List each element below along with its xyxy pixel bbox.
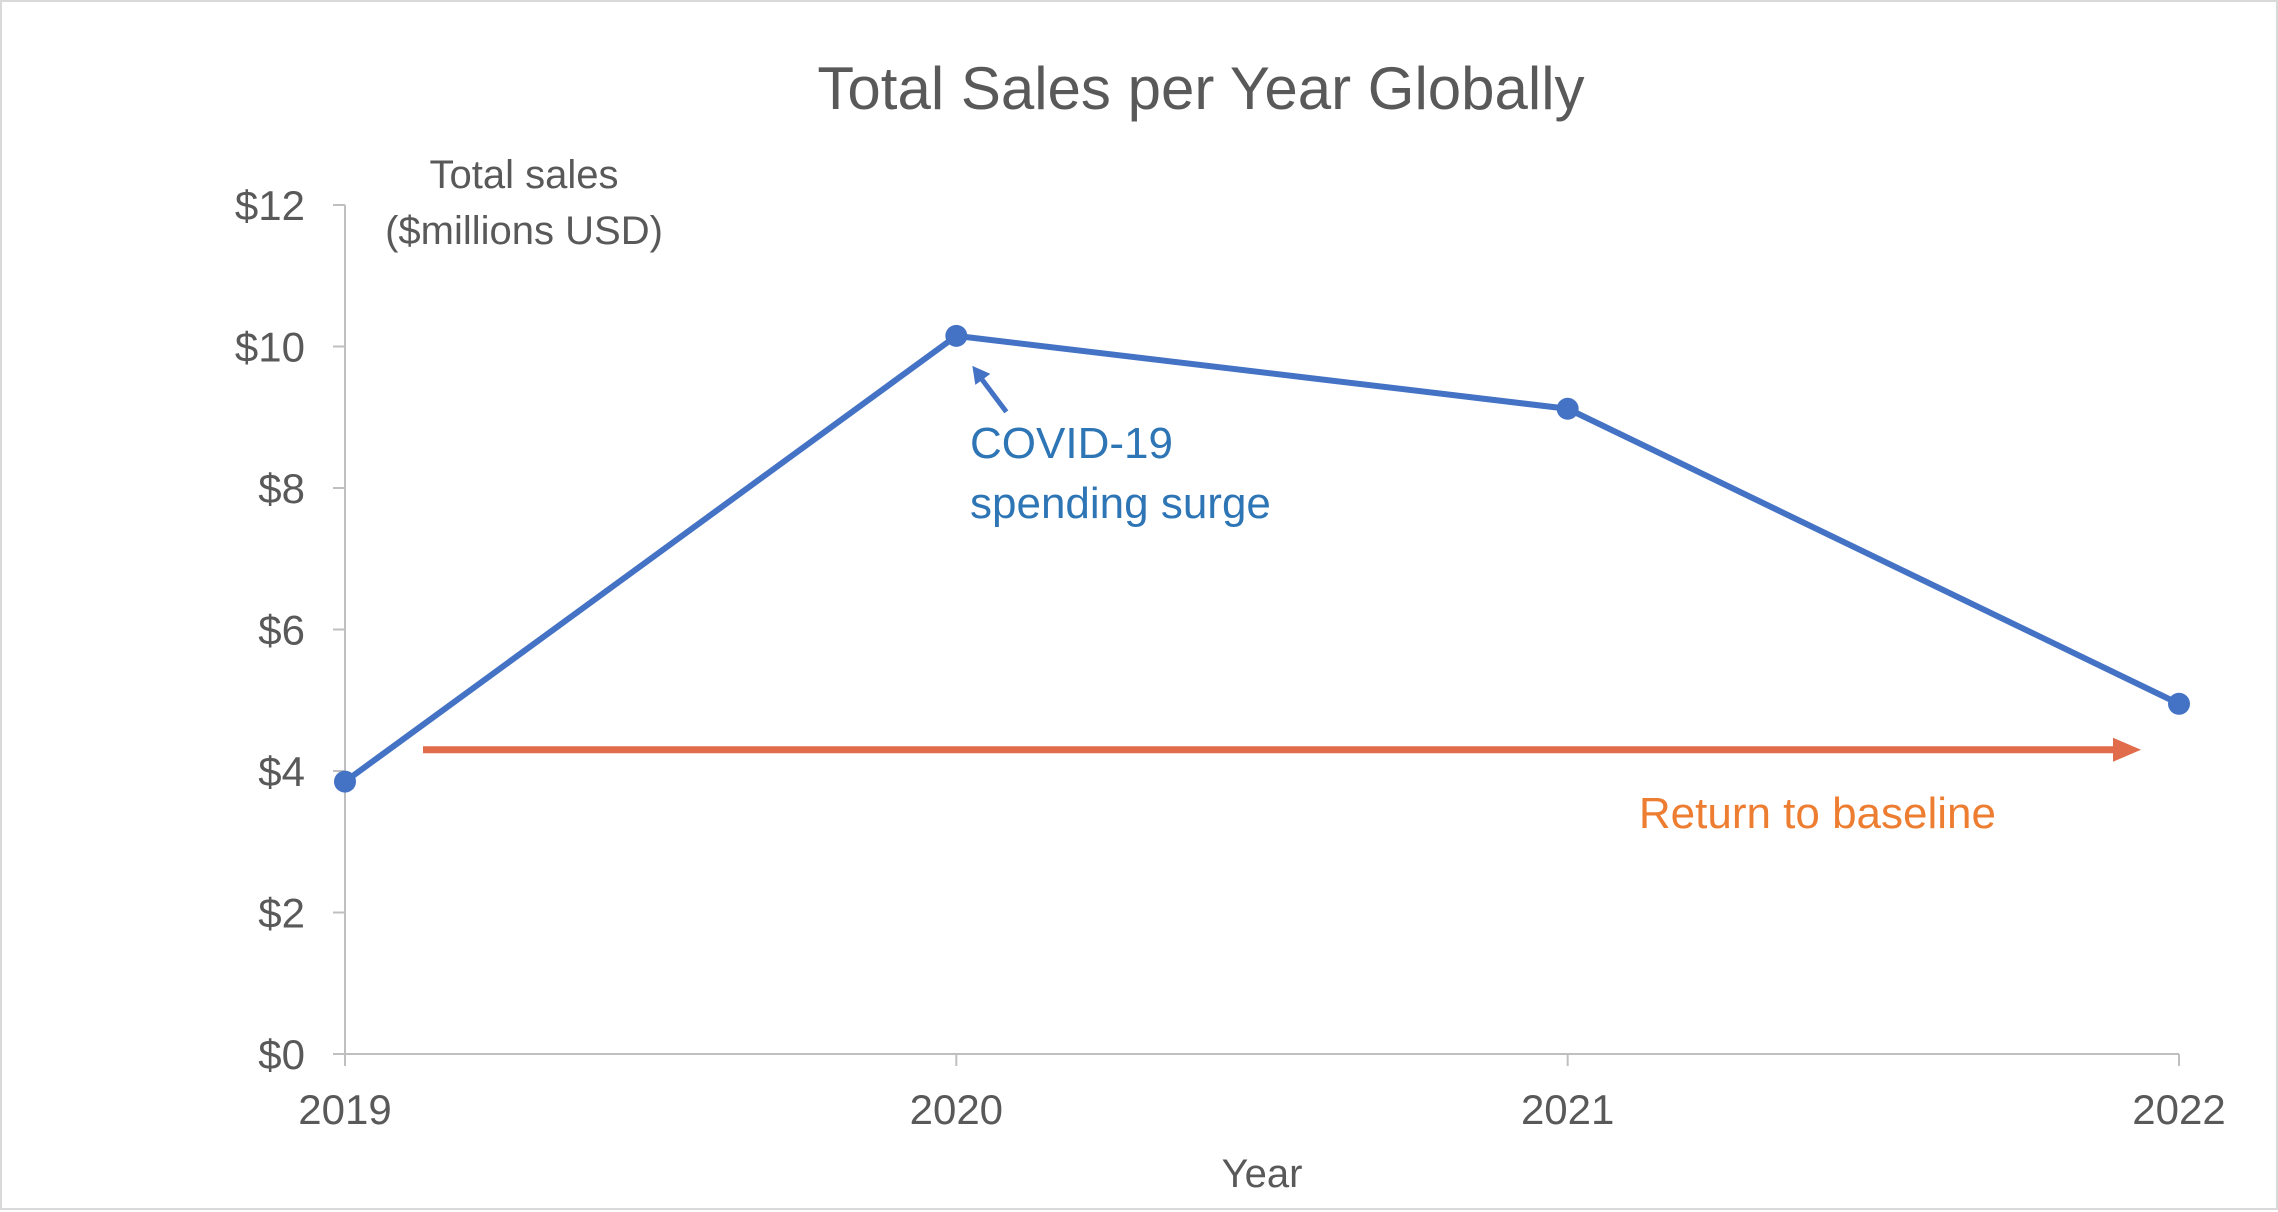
x-tick-label: 2020 — [910, 1086, 1003, 1133]
y-axis-label-line2: ($millions USD) — [385, 209, 663, 253]
baseline-arrow-head — [2113, 737, 2141, 762]
x-tick-label: 2022 — [2132, 1086, 2225, 1133]
series-line — [343, 332, 2181, 785]
data-point-2019 — [334, 770, 356, 793]
annotation-baseline: Return to baseline — [1639, 789, 1996, 838]
y-tick-label: $8 — [258, 465, 305, 512]
x-axis-label: Year — [1222, 1152, 1303, 1196]
y-tick-label: $4 — [258, 748, 305, 795]
annotation-covid-line1: COVID-19 — [970, 419, 1173, 468]
x-tick-label: 2019 — [298, 1086, 391, 1133]
covid-pointer-arrow-head — [972, 365, 991, 385]
annotation-covid-line2: spending surge — [970, 479, 1271, 528]
covid-pointer-arrow-line — [977, 374, 1009, 414]
data-point-2022 — [2168, 692, 2190, 715]
y-axis-label-line1: Total sales — [430, 153, 619, 197]
y-tick-label: $10 — [235, 324, 305, 371]
y-tick-label: $2 — [258, 890, 305, 937]
x-tick-label: 2021 — [1521, 1086, 1614, 1133]
y-tick-label: $0 — [258, 1031, 305, 1078]
data-point-2020 — [945, 324, 968, 347]
data-point-2021 — [1556, 397, 1579, 420]
chart-title: Total Sales per Year Globally — [817, 55, 1584, 122]
y-tick-label: $6 — [258, 607, 305, 654]
y-tick-label: $12 — [235, 182, 305, 229]
